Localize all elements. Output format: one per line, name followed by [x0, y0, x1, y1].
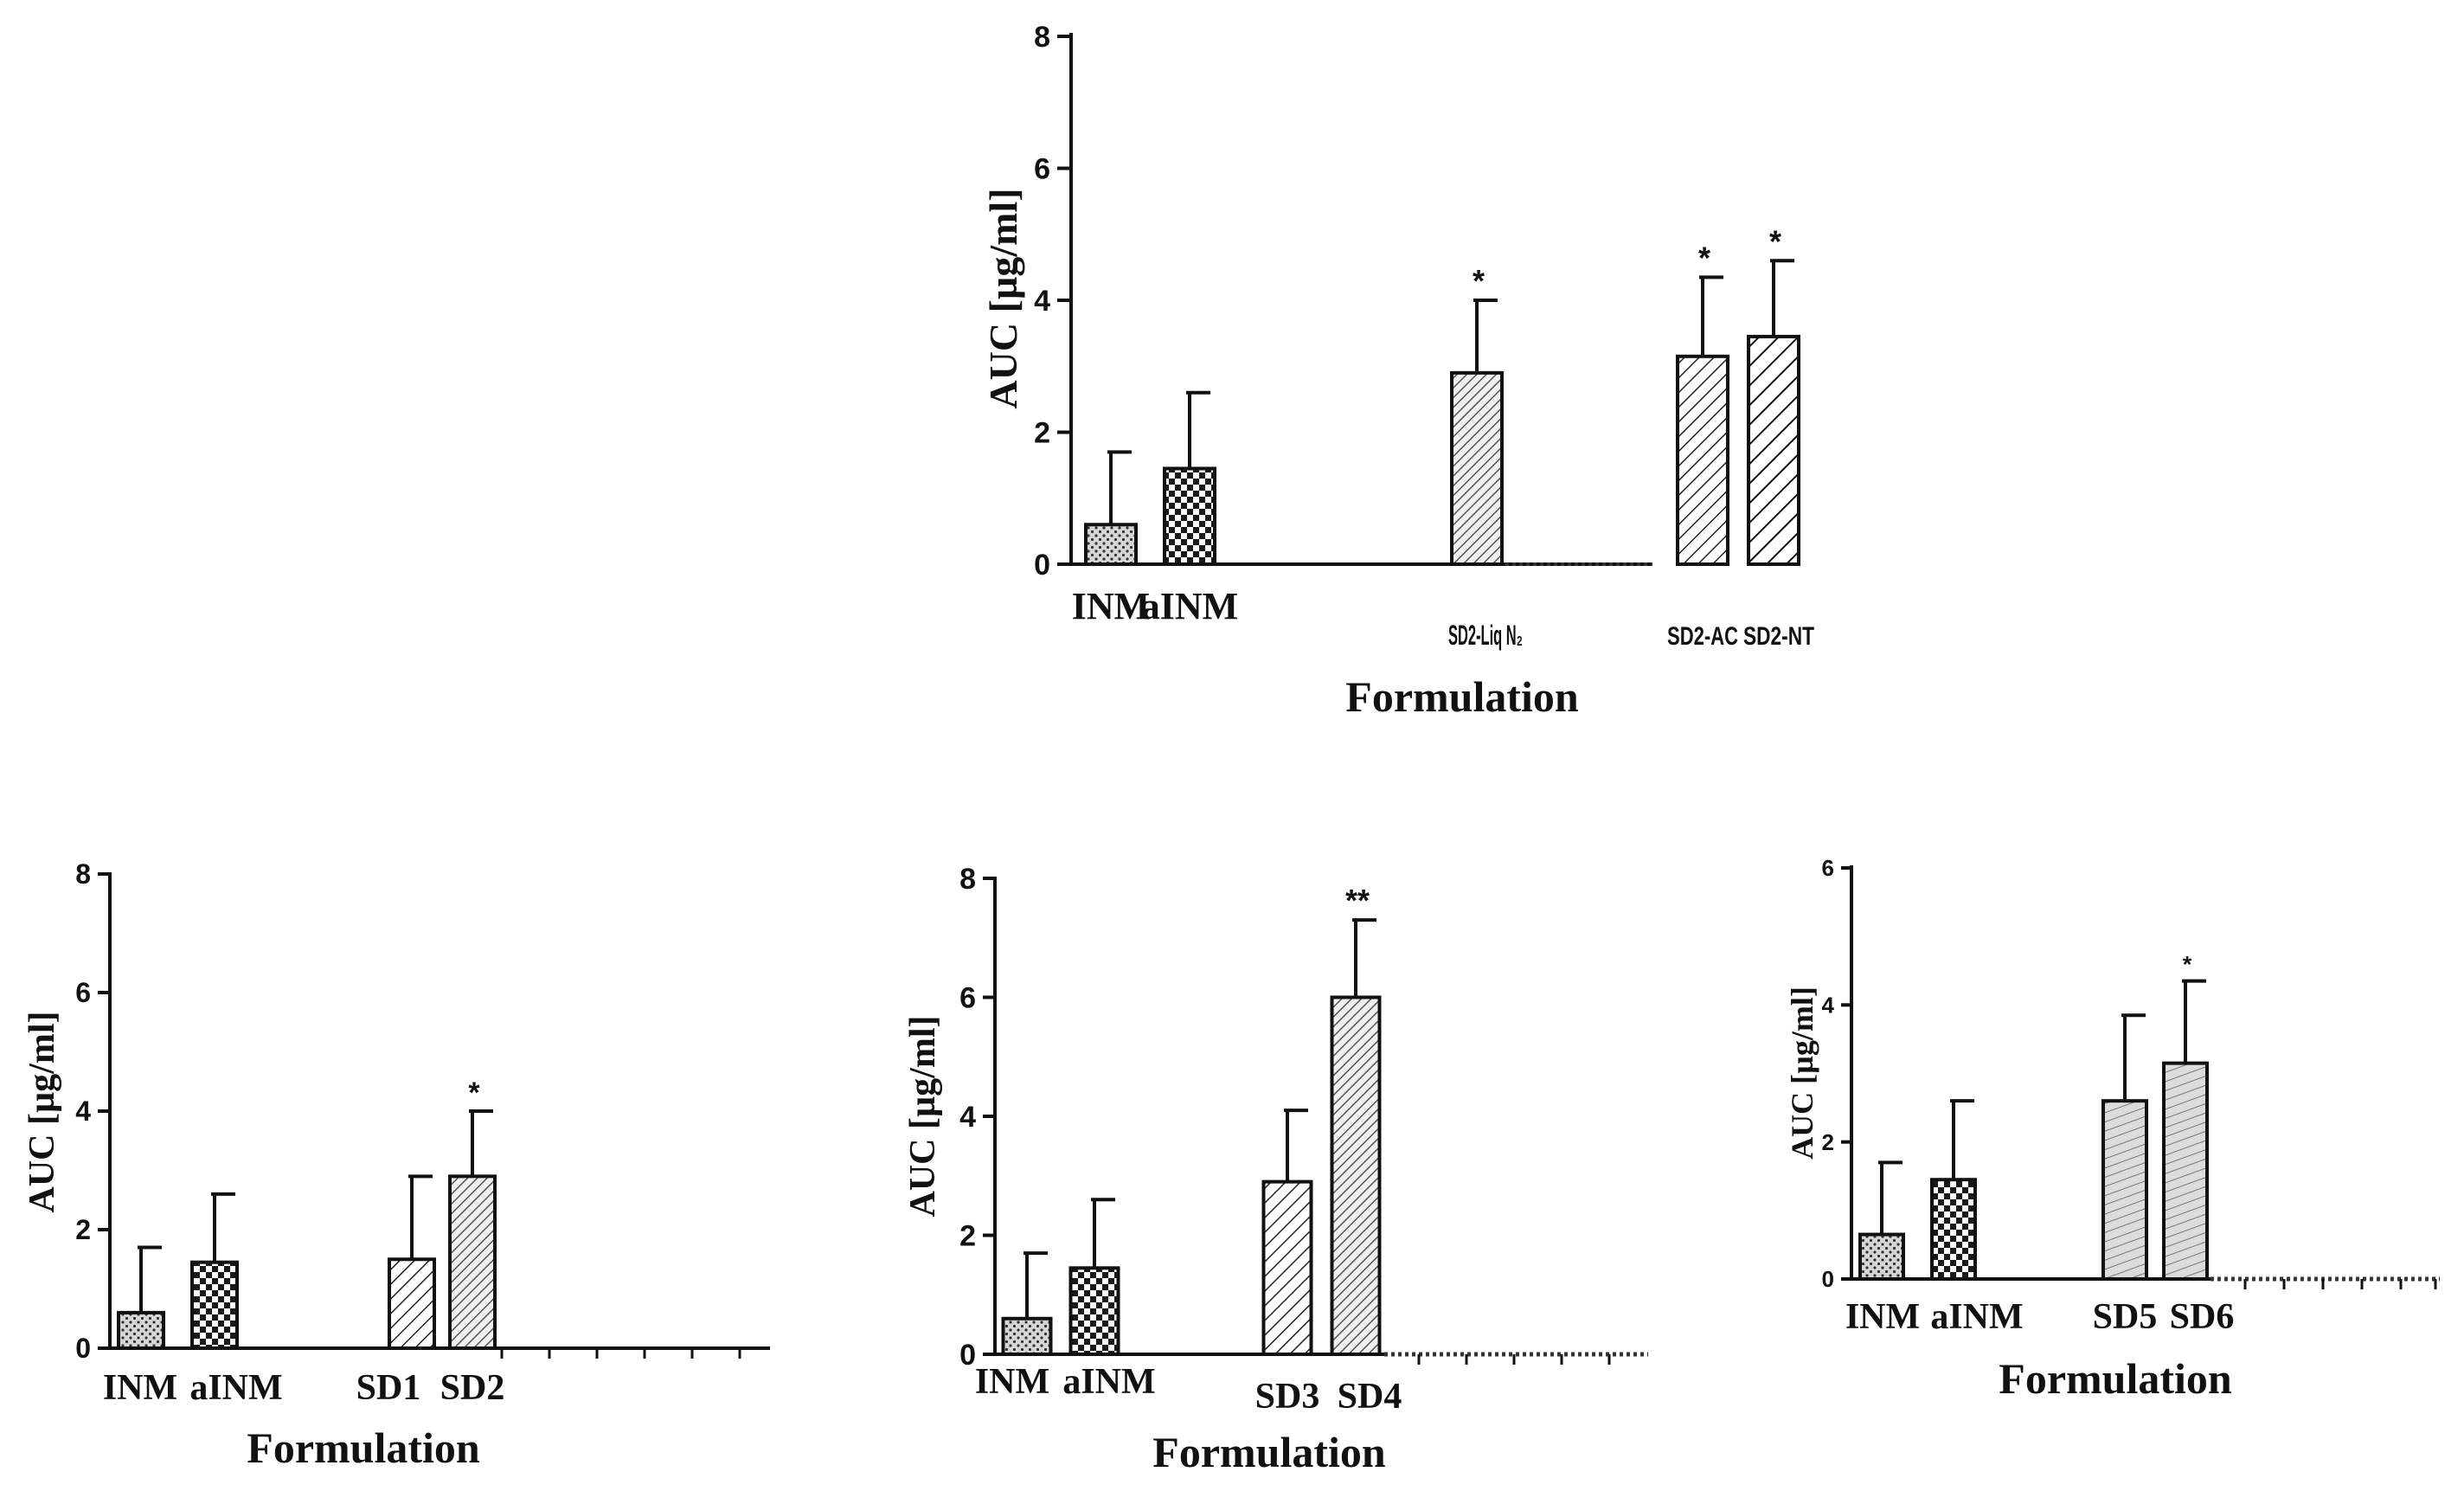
- bar-ainm: [190, 1260, 239, 1351]
- y-tick-label: 6: [1034, 152, 1050, 185]
- y-axis-label: AUC [µg/ml]: [22, 1012, 62, 1213]
- category-label-ainm: aINM: [1062, 1362, 1155, 1402]
- y-tick-label: 0: [1034, 549, 1050, 582]
- y-tick-label: 2: [1822, 1129, 1834, 1155]
- bar-sd5: [2101, 1099, 2148, 1281]
- category-label-sd1: SD1: [356, 1368, 421, 1408]
- significance-marker: **: [1345, 883, 1370, 918]
- y-tick-label: 4: [75, 1096, 91, 1127]
- y-axis-label: AUC [µg/ml]: [903, 1016, 943, 1218]
- significance-marker: *: [1698, 240, 1710, 275]
- category-label-sd5: SD5: [2093, 1297, 2158, 1337]
- bar-inm: [117, 1310, 165, 1351]
- category-label-sd3: SD3: [1255, 1377, 1320, 1417]
- category-label-ainm: aINM: [1930, 1297, 2023, 1337]
- category-label-inm: INM: [1845, 1297, 1920, 1337]
- category-label-sd2-nt: SD2-NT: [1743, 622, 1814, 651]
- bar-inm: [1001, 1316, 1053, 1356]
- significance-marker: *: [468, 1076, 480, 1109]
- bar-sd4: [1330, 995, 1382, 1356]
- y-tick-label: 8: [1034, 21, 1050, 54]
- y-tick-label: 2: [1034, 416, 1050, 449]
- bar-ainm: [1930, 1178, 1977, 1282]
- bar-sd2-liq-n-: [1450, 370, 1504, 566]
- y-tick-label: 2: [959, 1219, 976, 1252]
- y-axis-label: AUC [µg/ml]: [981, 188, 1025, 408]
- y-tick-label: 4: [1822, 992, 1835, 1018]
- bar-ainm: [1068, 1266, 1120, 1356]
- category-label-ainm: aINM: [189, 1368, 282, 1408]
- y-tick-label: 2: [75, 1214, 91, 1245]
- y-tick-label: 0: [75, 1333, 91, 1364]
- y-tick-label: 8: [75, 858, 91, 890]
- y-axis: [1057, 33, 1073, 566]
- panel-bottom-right: 0 2 4 6 AUC [µg/ml] * INM aINM SD5 SD6 Form…: [1785, 855, 2440, 1403]
- x-axis-title: Formulation: [1999, 1354, 2232, 1403]
- y-tick-label: 6: [75, 977, 91, 1008]
- significance-marker: *: [1473, 263, 1485, 299]
- category-label-sd2-liq-n2: SD2-Liq N₂: [1448, 620, 1523, 651]
- bar-sd2-ac: [1676, 354, 1729, 566]
- x-axis-title: Formulation: [247, 1424, 480, 1472]
- bar-inm: [1084, 523, 1138, 566]
- category-label-sd4: SD4: [1338, 1377, 1402, 1417]
- bar-sd6: [2162, 1061, 2209, 1281]
- panel-bottom-left: 0 2 4 6 8 AUC [µg/ml] * INM aINM SD1 SD2 For…: [22, 858, 770, 1472]
- y-tick-label: 4: [1034, 285, 1050, 318]
- bar-sd2-nt: [1747, 334, 1800, 566]
- panel-bottom-middle: 0 2 4 6 8 AUC [µg/ml] ** INM aINM SD3 SD4 Fo…: [903, 863, 1648, 1476]
- x-axis-title: Formulation: [1345, 672, 1579, 721]
- bar-ainm: [1163, 466, 1216, 566]
- category-label-inm: INM: [1072, 585, 1150, 627]
- y-tick-label: 0: [959, 1339, 976, 1372]
- category-label-sd2: SD2: [440, 1368, 505, 1408]
- category-label-inm: INM: [975, 1362, 1049, 1402]
- bar-sd3: [1261, 1179, 1313, 1356]
- bar-sd1: [388, 1257, 436, 1350]
- category-label-ainm: aINM: [1141, 585, 1238, 627]
- category-label-inm: INM: [103, 1368, 177, 1408]
- y-tick-label: 6: [959, 981, 976, 1014]
- y-axis-label: AUC [µg/ml]: [1785, 987, 1819, 1160]
- bar-inm: [1858, 1232, 1905, 1281]
- category-label-sd2-ac: SD2-AC: [1667, 622, 1738, 651]
- y-tick-label: 0: [1822, 1266, 1834, 1292]
- y-tick-label: 8: [959, 863, 976, 896]
- significance-marker: *: [2183, 952, 2192, 978]
- y-tick-label: 6: [1822, 855, 1834, 881]
- significance-marker: *: [1769, 223, 1781, 259]
- y-tick-label: 4: [959, 1101, 976, 1134]
- category-label-sd6: SD6: [2170, 1297, 2235, 1337]
- x-axis-title: Formulation: [1152, 1428, 1386, 1476]
- bar-sd2: [448, 1174, 497, 1350]
- panel-top: 0 2 4 6 8 AUC [µg/ml] * * * INM aINM SD2-Liq N…: [981, 21, 1814, 721]
